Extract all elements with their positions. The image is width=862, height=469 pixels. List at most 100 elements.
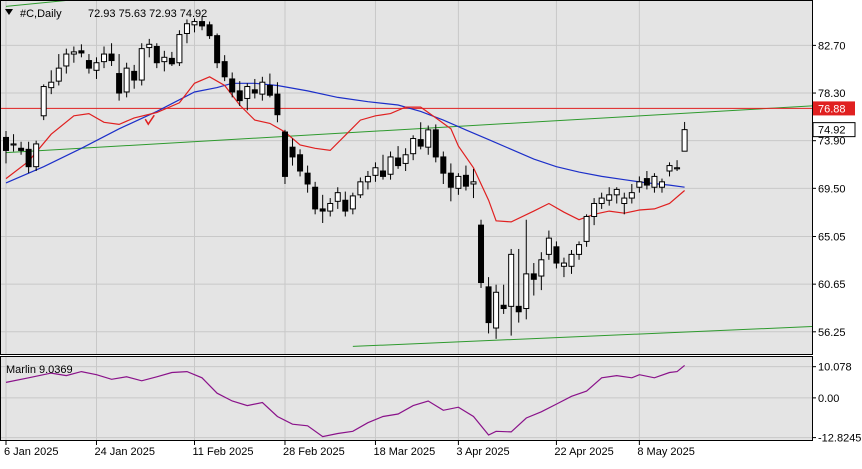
last-price-tag-bg xyxy=(812,122,856,138)
candle-body-up xyxy=(568,253,575,267)
candle-body-up xyxy=(183,23,190,34)
candle xyxy=(410,135,417,161)
trend-channel xyxy=(5,1,812,347)
candle xyxy=(108,43,115,66)
candle-body-up xyxy=(606,194,613,201)
candle-body-down xyxy=(553,246,560,264)
candle xyxy=(643,171,650,190)
time-tick-label: 28 Feb 2025 xyxy=(283,446,345,458)
candle xyxy=(304,165,311,193)
candle-body-up xyxy=(101,53,108,63)
candle xyxy=(387,151,394,180)
candle xyxy=(658,178,665,193)
time-tick-label: 6 Jan 2025 xyxy=(4,446,58,458)
candle-body-down xyxy=(643,178,650,186)
candle-body-down xyxy=(297,154,304,172)
candle xyxy=(357,177,364,199)
candle xyxy=(168,51,175,66)
candle xyxy=(462,165,469,191)
candle-body-up xyxy=(583,215,590,242)
candle-body-down xyxy=(236,90,243,102)
candle xyxy=(349,192,356,215)
candle xyxy=(432,124,439,163)
price-tick-label: 69.50 xyxy=(818,183,846,195)
candle xyxy=(251,78,258,99)
candle-body-down xyxy=(432,129,439,158)
price-scale: 82.70 78.30 73.90 69.50 65.05 60.65 56.25 76.88… xyxy=(812,40,856,339)
candle-body-up xyxy=(523,273,530,310)
candle xyxy=(138,43,145,86)
candle-body-down xyxy=(229,78,236,93)
candle-body-up xyxy=(33,143,40,168)
annotations xyxy=(144,114,155,126)
candle-body-up xyxy=(651,175,658,188)
candle xyxy=(221,55,228,82)
symbol-menu-arrow-icon[interactable] xyxy=(5,9,13,15)
candle-body-up xyxy=(621,197,628,204)
candle-body-down xyxy=(281,131,288,177)
candle xyxy=(319,194,326,223)
candle-body-up xyxy=(334,192,341,202)
indicator-panel xyxy=(0,356,813,441)
candle-body-down xyxy=(18,147,25,151)
candle-body-up xyxy=(538,259,545,277)
candle xyxy=(116,54,123,101)
candle xyxy=(636,176,643,193)
time-tick-label: 3 Apr 2025 xyxy=(456,446,509,458)
candle-body-up xyxy=(455,175,462,189)
last-price-tag: 74.92 xyxy=(812,122,856,138)
price-tick-label: 56.25 xyxy=(818,327,846,339)
candle xyxy=(576,241,583,260)
resistance-price-tag: 76.88 xyxy=(813,101,855,116)
candle xyxy=(63,48,70,74)
candle xyxy=(538,252,545,291)
candle xyxy=(613,187,620,204)
candle xyxy=(470,168,477,199)
candle xyxy=(327,198,334,217)
time-tick-label: 8 May 2025 xyxy=(637,446,694,458)
time-tick-label: 22 Apr 2025 xyxy=(554,446,613,458)
candle-body-down xyxy=(485,286,492,324)
candle-body-up xyxy=(658,181,665,188)
candle-body-up xyxy=(545,237,552,255)
candle-body-down xyxy=(168,57,175,65)
candle xyxy=(146,38,153,58)
candle xyxy=(598,192,605,209)
candle-body-down xyxy=(500,304,507,310)
candle xyxy=(191,18,198,33)
candle-body-up xyxy=(364,175,371,183)
candle xyxy=(289,138,296,166)
candle-body-down xyxy=(515,305,522,313)
resistance-tag-label: 76.88 xyxy=(818,103,846,115)
ohlc-values: 72.93 75.63 72.93 74.92 xyxy=(88,8,207,20)
candle-body-down xyxy=(478,224,485,284)
candle xyxy=(40,84,47,121)
oscillator-plot xyxy=(5,364,685,438)
candle-body-down xyxy=(108,53,115,62)
candle-body-up xyxy=(387,156,394,175)
time-tick-label: 24 Jan 2025 xyxy=(94,446,155,458)
candle xyxy=(85,54,92,74)
candle-body-up xyxy=(470,181,477,185)
main-panel xyxy=(0,0,813,355)
candle xyxy=(478,219,485,288)
candle xyxy=(628,183,635,204)
candle-body-down xyxy=(116,73,123,94)
candle-body-up xyxy=(161,56,168,63)
candle xyxy=(199,16,206,31)
candle xyxy=(183,19,190,44)
candle-body-up xyxy=(176,34,183,64)
indicator-scale: 10.078 0.00 -12.8245 xyxy=(812,362,861,445)
candle xyxy=(297,149,304,177)
candle-body-down xyxy=(266,84,273,96)
candle-body-down xyxy=(131,70,138,81)
candle xyxy=(281,129,288,184)
candle-body-down xyxy=(440,156,447,174)
candle xyxy=(10,134,17,152)
candle xyxy=(530,263,537,296)
indicator-tick-label: 10.078 xyxy=(818,362,852,374)
candle xyxy=(161,50,168,72)
candle xyxy=(560,257,567,278)
candle-body-up xyxy=(70,51,77,55)
